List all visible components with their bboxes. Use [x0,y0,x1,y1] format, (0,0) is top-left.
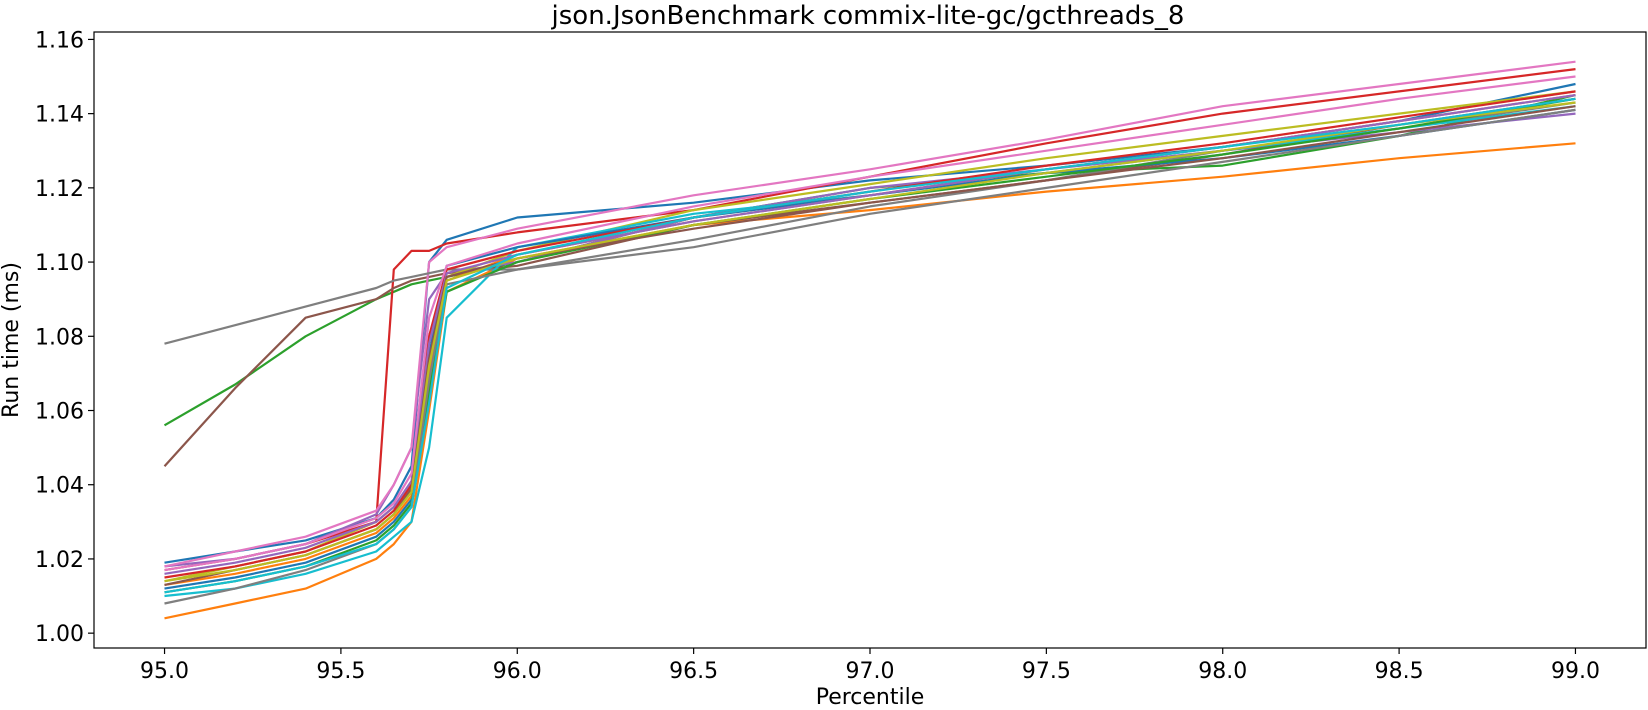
series-line-8 [164,101,1576,345]
y-tick-label: 1.06 [35,400,84,425]
series-lines [163,60,1576,620]
y-tick-label: 1.02 [35,548,84,573]
y-tick-label: 1.00 [35,622,84,647]
x-tick-label: 97.0 [846,659,895,684]
x-tick-label: 96.5 [669,659,718,684]
y-tick-label: 1.10 [35,251,84,276]
y-tick-label: 1.14 [35,103,84,128]
x-axis-label: Percentile [816,685,925,710]
x-tick-label: 97.5 [1022,659,1071,684]
series-line-14 [164,90,1576,579]
series-line-5 [164,112,1576,568]
y-axis-ticks: 1.00 1.02 1.04 1.06 1.08 1.10 1.12 1.14 1.16 [35,28,94,647]
series-line-17 [164,75,1576,572]
x-tick-label: 95.0 [140,659,189,684]
y-axis-label: Run time (ms) [0,262,24,418]
series-line-4 [164,68,1576,572]
chart-title: json.JsonBenchmark commix-lite-gc/gcthre… [551,1,1185,31]
x-tick-label: 98.0 [1198,659,1247,684]
series-line-7 [164,60,1576,568]
y-tick-label: 1.04 [35,474,84,499]
x-tick-label: 98.5 [1375,659,1424,684]
y-tick-label: 1.08 [35,325,84,350]
series-line-1 [164,82,1576,564]
x-axis-ticks: 95.0 95.5 96.0 96.5 97.0 97.5 98.0 98.5 99.0 [140,648,1600,684]
x-tick-label: 99.0 [1551,659,1600,684]
y-tick-label: 1.16 [35,28,84,53]
x-tick-label: 96.0 [493,659,542,684]
series-line-15 [164,94,1576,575]
series-line-3 [163,94,1576,427]
series-line-20 [164,97,1576,594]
series-line-19 [164,101,1576,583]
x-tick-label: 95.5 [316,659,365,684]
series-line-6 [163,97,1576,467]
y-tick-label: 1.12 [35,177,84,202]
